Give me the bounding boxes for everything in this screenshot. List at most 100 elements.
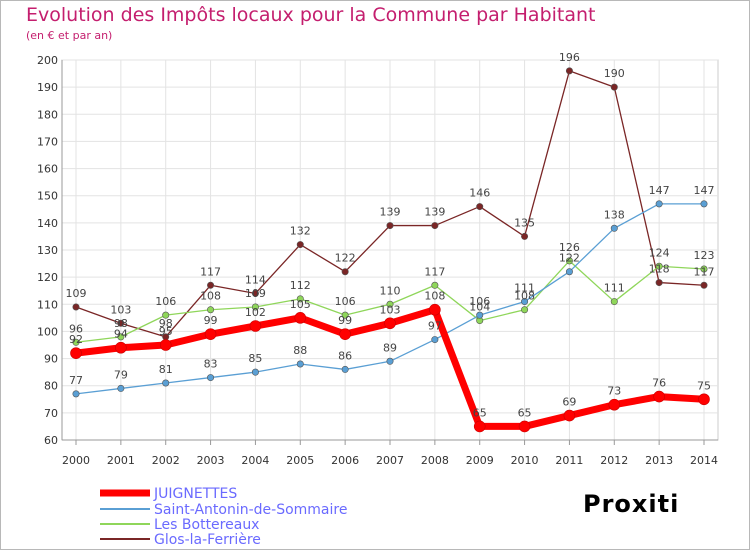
data-point	[72, 390, 80, 398]
data-point	[521, 232, 529, 240]
data-label: 111	[604, 282, 625, 295]
data-label: 111	[514, 282, 535, 295]
data-label: 103	[380, 303, 401, 316]
y-tick-label: 100	[37, 325, 58, 338]
x-tick-label: 2001	[107, 454, 135, 467]
data-label: 75	[697, 379, 711, 392]
data-point	[565, 268, 573, 276]
data-label: 79	[114, 368, 128, 381]
data-point	[117, 333, 125, 341]
data-point	[610, 224, 618, 232]
data-label: 105	[290, 298, 311, 311]
data-label: 88	[293, 344, 307, 357]
data-point	[476, 311, 484, 319]
data-point	[162, 379, 170, 387]
data-label: 124	[649, 246, 670, 259]
proxiti-logo: Proxiti	[583, 490, 680, 518]
y-tick-label: 130	[37, 244, 58, 257]
y-tick-label: 80	[44, 380, 58, 393]
data-label: 73	[607, 385, 621, 398]
data-point	[521, 298, 529, 306]
data-label: 110	[380, 284, 401, 297]
data-label: 117	[424, 265, 445, 278]
data-point	[698, 393, 710, 406]
data-point	[608, 398, 621, 411]
data-label: 122	[559, 252, 580, 265]
data-point	[431, 281, 439, 289]
data-point	[655, 200, 663, 208]
data-point	[431, 336, 439, 344]
data-label: 76	[652, 377, 666, 390]
data-point	[294, 312, 307, 324]
data-point	[296, 241, 304, 249]
data-label: 98	[114, 317, 128, 330]
data-label: 102	[245, 306, 266, 319]
data-point	[159, 339, 172, 351]
data-point	[341, 311, 349, 319]
y-tick-label: 180	[37, 108, 58, 121]
data-point	[72, 303, 80, 311]
x-tick-label: 2006	[331, 454, 359, 467]
data-label: 146	[469, 187, 490, 200]
data-point	[518, 420, 531, 433]
y-tick-label: 60	[44, 434, 58, 447]
x-tick-label: 2011	[555, 454, 583, 467]
data-label: 108	[200, 290, 221, 303]
data-label: 196	[559, 51, 580, 64]
x-tick-label: 2013	[645, 454, 673, 467]
data-label: 85	[248, 352, 262, 365]
data-point	[162, 311, 170, 319]
y-tick-label: 200	[37, 54, 58, 67]
data-label: 108	[514, 290, 535, 303]
data-label: 69	[562, 396, 576, 409]
data-point	[204, 328, 217, 340]
data-point	[249, 320, 262, 332]
data-point	[339, 328, 351, 340]
data-label: 96	[69, 322, 83, 335]
legend-label: JUIGNETTES	[153, 486, 237, 502]
data-point	[207, 306, 215, 314]
data-label: 123	[694, 249, 715, 262]
data-point	[476, 203, 484, 211]
data-point	[610, 298, 618, 306]
data-label: 139	[380, 206, 401, 219]
data-label: 132	[290, 225, 311, 238]
data-point	[384, 317, 396, 330]
chart-title: Evolution des Impôts locaux pour la Comm…	[26, 4, 596, 26]
y-tick-label: 120	[37, 271, 58, 284]
x-tick-label: 2014	[690, 454, 718, 467]
data-point	[251, 289, 259, 297]
y-tick-label: 190	[37, 81, 58, 94]
data-label: 86	[338, 349, 352, 362]
data-label: 65	[518, 406, 532, 419]
data-point	[117, 319, 125, 327]
x-tick-label: 2012	[600, 454, 628, 467]
data-label: 104	[469, 301, 490, 314]
y-tick-label: 170	[37, 135, 58, 148]
data-label: 92	[69, 333, 83, 346]
data-label: 147	[694, 184, 715, 197]
legend-label: Les Bottereaux	[154, 517, 259, 533]
y-tick-label: 70	[44, 407, 58, 420]
data-label: 135	[514, 216, 535, 229]
data-label: 106	[469, 295, 490, 308]
data-label: 118	[649, 263, 670, 276]
data-label: 190	[604, 67, 625, 80]
y-tick-label: 110	[37, 298, 58, 311]
data-label: 138	[604, 208, 625, 221]
data-point	[473, 420, 486, 433]
data-label: 65	[473, 406, 487, 419]
data-point	[72, 338, 80, 346]
data-label: 83	[204, 358, 218, 371]
x-tick-label: 2005	[286, 454, 314, 467]
data-point	[565, 67, 573, 75]
y-tick-label: 160	[37, 163, 58, 176]
data-label: 108	[424, 290, 445, 303]
data-label: 94	[114, 328, 128, 341]
data-point	[386, 300, 394, 308]
data-point	[296, 295, 304, 303]
data-label: 99	[338, 314, 352, 327]
data-label: 98	[159, 317, 173, 330]
x-tick-label: 2010	[511, 454, 539, 467]
x-tick-label: 2008	[421, 454, 449, 467]
